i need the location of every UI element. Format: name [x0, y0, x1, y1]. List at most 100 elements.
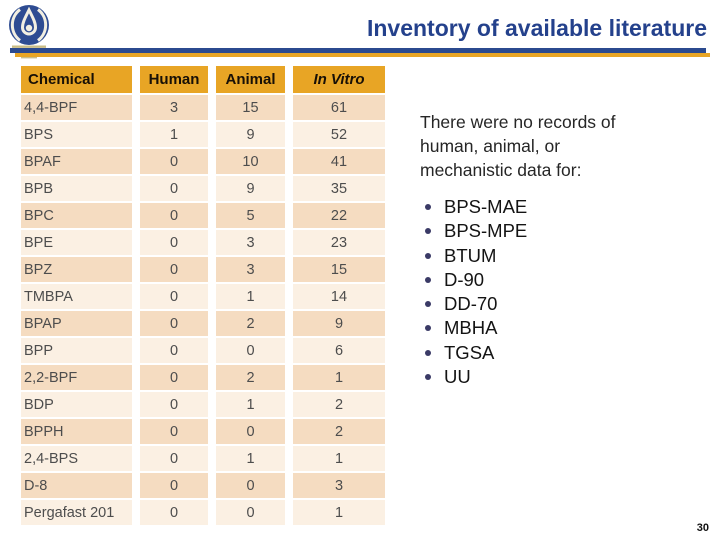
- cell-human: 0: [140, 176, 208, 201]
- table-row: BPC 0 5 22: [21, 203, 385, 228]
- table-row: BPAP 0 2 9: [21, 311, 385, 336]
- bullet-label: D-90: [444, 268, 485, 290]
- cell-chemical: BPAF: [21, 149, 132, 174]
- cell-in-vitro: 3: [293, 473, 385, 498]
- cell-in-vitro: 6: [293, 338, 385, 363]
- cell-in-vitro: 52: [293, 122, 385, 147]
- bullet-label: UU: [444, 366, 471, 388]
- cell-chemical: BDP: [21, 392, 132, 417]
- table-row: BPE 0 3 23: [21, 230, 385, 255]
- cell-human: 0: [140, 284, 208, 309]
- cell-chemical: TMBPA: [21, 284, 132, 309]
- cell-human: 3: [140, 95, 208, 120]
- col-header-chemical: Chemical: [21, 66, 132, 93]
- bullet-label: MBHA: [444, 317, 498, 339]
- cell-animal: 9: [216, 122, 285, 147]
- table-row: BPZ 0 3 15: [21, 257, 385, 282]
- cell-human: 0: [140, 257, 208, 282]
- cell-animal: 1: [216, 284, 285, 309]
- cell-in-vitro: 35: [293, 176, 385, 201]
- title-rule-blue: [10, 48, 706, 53]
- cell-in-vitro: 61: [293, 95, 385, 120]
- cell-animal: 2: [216, 311, 285, 336]
- list-item: BPS-MAE: [420, 195, 706, 219]
- col-header-in-vitro: In Vitro: [293, 66, 385, 93]
- cell-in-vitro: 15: [293, 257, 385, 282]
- list-item: MBHA: [420, 316, 706, 340]
- cell-human: 0: [140, 392, 208, 417]
- cell-animal: 1: [216, 392, 285, 417]
- literature-table: Chemical Human Animal In Vitro 4,4-BPF 3 1…: [13, 64, 393, 527]
- bullet-label: BPS-MPE: [444, 220, 528, 242]
- cell-human: 0: [140, 230, 208, 255]
- table-row: BPP 0 0 6: [21, 338, 385, 363]
- cell-chemical: BPZ: [21, 257, 132, 282]
- cell-chemical: D-8: [21, 473, 132, 498]
- cell-animal: 0: [216, 473, 285, 498]
- cell-human: 0: [140, 473, 208, 498]
- page-number: 30: [696, 522, 709, 534]
- bullet-dot-icon: [425, 252, 431, 259]
- table-row: BPAF 0 10 41: [21, 149, 385, 174]
- cell-in-vitro: 1: [293, 500, 385, 525]
- bullet-dot-icon: [425, 349, 431, 356]
- cell-in-vitro: 1: [293, 446, 385, 471]
- bullet-label: DD-70: [444, 293, 498, 315]
- table-row: TMBPA 0 1 14: [21, 284, 385, 309]
- bullet-label: BPS-MAE: [444, 196, 528, 217]
- cell-chemical: BPE: [21, 230, 132, 255]
- no-records-line: human, animal, or: [420, 136, 561, 156]
- bullet-label: BTUM: [444, 244, 497, 266]
- list-item: DD-70: [420, 292, 706, 316]
- no-records-line: mechanistic data for:: [420, 160, 582, 180]
- list-item: BPS-MPE: [420, 219, 706, 243]
- cell-human: 0: [140, 419, 208, 444]
- cell-animal: 0: [216, 500, 285, 525]
- cell-in-vitro: 14: [293, 284, 385, 309]
- title-rule-gold: [15, 53, 710, 57]
- cell-animal: 15: [216, 95, 285, 120]
- cell-chemical: BPP: [21, 338, 132, 363]
- org-logo: [7, 3, 51, 59]
- cell-animal: 3: [216, 257, 285, 282]
- table-row: D-8 0 0 3: [21, 473, 385, 498]
- cell-human: 0: [140, 311, 208, 336]
- bullet-dot-icon: [425, 325, 431, 332]
- page-title: Inventory of available literature: [366, 15, 707, 41]
- cell-chemical: BPC: [21, 203, 132, 228]
- col-header-animal: Animal: [216, 66, 285, 93]
- org-logo-icon: [9, 5, 49, 59]
- cell-animal: 10: [216, 149, 285, 174]
- table-row: BPS 1 9 52: [21, 122, 385, 147]
- cell-human: 0: [140, 338, 208, 363]
- cell-animal: 1: [216, 446, 285, 471]
- cell-in-vitro: 23: [293, 230, 385, 255]
- cell-human: 0: [140, 149, 208, 174]
- cell-chemical: 2,2-BPF: [21, 365, 132, 390]
- literature-table-body: 4,4-BPF 3 15 61 BPS 1 9 52 BPAF 0 10 41 BPB 0 9 35 BPC 0 5…: [21, 95, 385, 525]
- bullet-dot-icon: [425, 228, 431, 235]
- table-row: Pergafast 201 0 0 1: [21, 500, 385, 525]
- cell-animal: 0: [216, 338, 285, 363]
- cell-in-vitro: 41: [293, 149, 385, 174]
- table-row: 4,4-BPF 3 15 61: [21, 95, 385, 120]
- table-row: 2,2-BPF 0 2 1: [21, 365, 385, 390]
- cell-in-vitro: 2: [293, 419, 385, 444]
- cell-in-vitro: 22: [293, 203, 385, 228]
- table-row: BPPH 0 0 2: [21, 419, 385, 444]
- table-row: 2,4-BPS 0 1 1: [21, 446, 385, 471]
- col-header-human: Human: [140, 66, 208, 93]
- cell-human: 0: [140, 500, 208, 525]
- cell-in-vitro: 2: [293, 392, 385, 417]
- cell-in-vitro: 9: [293, 311, 385, 336]
- bullet-dot-icon: [425, 374, 431, 381]
- cell-human: 0: [140, 365, 208, 390]
- no-records-line: There were no records of: [420, 112, 616, 132]
- bullet-label: TGSA: [444, 341, 495, 363]
- list-item: D-90: [420, 268, 706, 292]
- bullet-dot-icon: [425, 301, 431, 308]
- cell-chemical: BPB: [21, 176, 132, 201]
- no-records-text: There were no records of human, animal, …: [420, 110, 706, 182]
- no-records-panel: There were no records of human, animal, …: [420, 110, 706, 389]
